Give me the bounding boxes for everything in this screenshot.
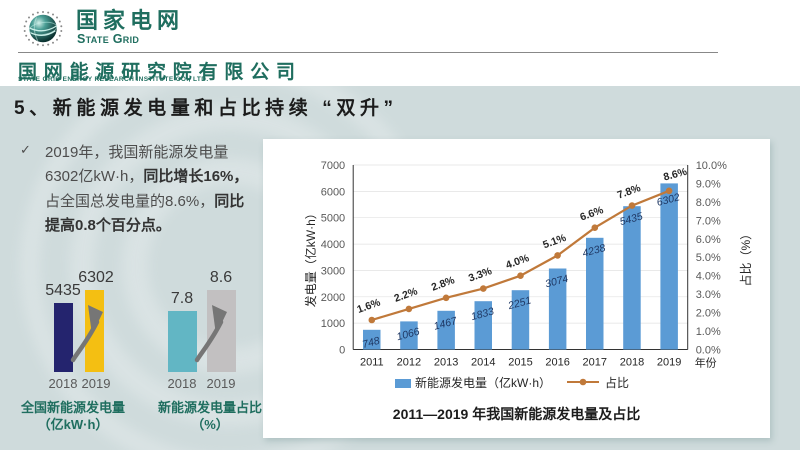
svg-text:2000: 2000 [321, 292, 345, 304]
svg-text:1.0%: 1.0% [696, 326, 721, 338]
svg-text:0: 0 [339, 345, 345, 357]
svg-text:2015: 2015 [508, 357, 532, 369]
svg-text:8.6%: 8.6% [662, 166, 689, 184]
svg-text:5000: 5000 [321, 213, 345, 225]
svg-text:8.0%: 8.0% [696, 197, 721, 209]
svg-text:2.0%: 2.0% [696, 308, 721, 320]
svg-text:3.0%: 3.0% [696, 289, 721, 301]
svg-text:2019: 2019 [657, 357, 681, 369]
svg-text:2.2%: 2.2% [393, 285, 420, 305]
svg-text:占比（%）: 占比（%） [738, 228, 753, 287]
svg-text:7000: 7000 [321, 160, 345, 172]
svg-text:2016: 2016 [545, 357, 569, 369]
svg-text:0.0%: 0.0% [696, 345, 721, 357]
svg-text:9.0%: 9.0% [696, 178, 721, 190]
svg-text:2014: 2014 [471, 357, 495, 369]
svg-text:7.0%: 7.0% [696, 215, 721, 227]
svg-text:10.0%: 10.0% [696, 160, 727, 172]
svg-text:年份: 年份 [695, 356, 717, 370]
svg-text:2013: 2013 [434, 357, 458, 369]
svg-text:4000: 4000 [321, 239, 345, 251]
svg-text:2012: 2012 [397, 357, 421, 369]
svg-text:5.1%: 5.1% [541, 232, 568, 252]
svg-text:3000: 3000 [321, 265, 345, 277]
svg-text:2.8%: 2.8% [430, 274, 457, 294]
svg-text:6.0%: 6.0% [696, 234, 721, 246]
svg-text:5.0%: 5.0% [696, 252, 721, 264]
svg-text:7.8%: 7.8% [616, 182, 643, 202]
svg-text:2011: 2011 [360, 357, 384, 369]
svg-text:发电量（亿kW·h）: 发电量（亿kW·h） [303, 207, 318, 307]
svg-text:3.3%: 3.3% [467, 265, 494, 285]
svg-text:4.0%: 4.0% [696, 271, 721, 283]
svg-text:2017: 2017 [583, 357, 607, 369]
svg-text:6000: 6000 [321, 186, 345, 198]
svg-text:4.0%: 4.0% [504, 252, 531, 272]
svg-text:1.6%: 1.6% [355, 296, 382, 316]
svg-text:6.6%: 6.6% [578, 204, 605, 224]
svg-text:1000: 1000 [321, 318, 345, 330]
svg-text:2018: 2018 [620, 357, 644, 369]
